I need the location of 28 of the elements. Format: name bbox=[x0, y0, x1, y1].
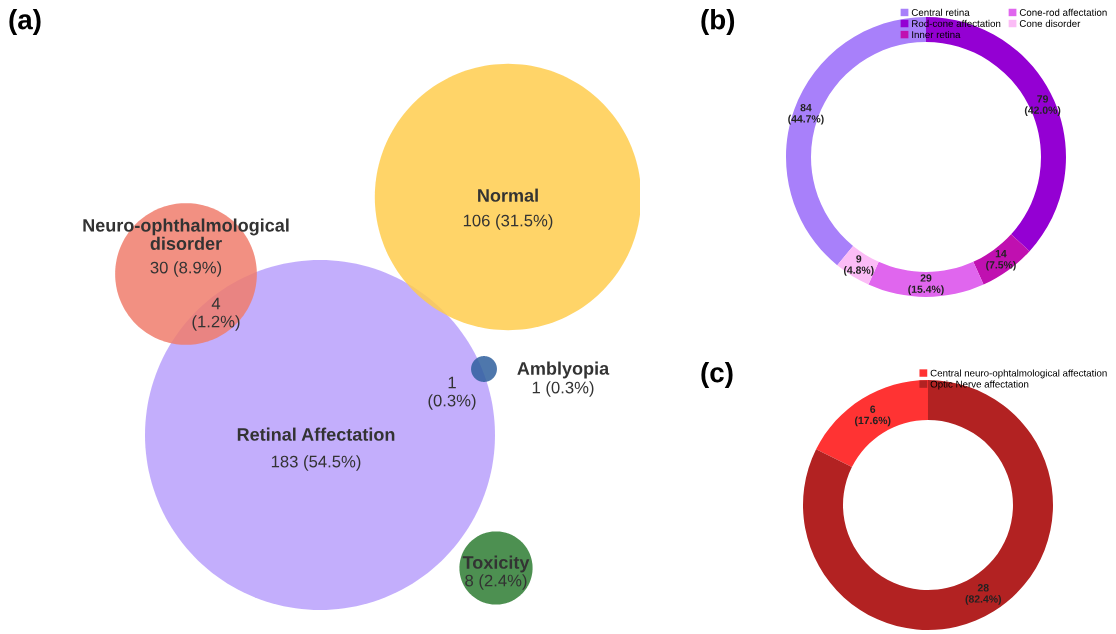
data-label: 183 (54.5%) bbox=[271, 455, 361, 471]
donut-slice bbox=[803, 380, 1053, 630]
data-label: 8 (2.4%) bbox=[465, 574, 527, 590]
data-label: 30 (8.9%) bbox=[150, 261, 222, 277]
data-label: 14 (7.5%) bbox=[986, 250, 1016, 271]
category-label: Amblyopia bbox=[517, 361, 610, 379]
data-label: 106 (31.5%) bbox=[463, 214, 553, 230]
text: 1 (0.3%) bbox=[428, 376, 476, 410]
text: 4 (1.2%) bbox=[192, 297, 240, 331]
legend-label: Central neuro-ophtalmological affectation bbox=[930, 369, 1107, 379]
donut-slice bbox=[973, 234, 1030, 285]
data-label: 29 (15.4%) bbox=[908, 274, 944, 295]
data-label: 6 (17.6%) bbox=[855, 405, 891, 427]
legend-label: Cone disorder bbox=[1019, 19, 1081, 27]
category-label: Toxicity bbox=[462, 555, 530, 573]
chart-title: (b) bbox=[701, 9, 735, 35]
legend-label: Central retina bbox=[911, 8, 970, 16]
legend-label: Optic Nerve affectation bbox=[930, 380, 1029, 390]
text: (a) bbox=[9, 9, 41, 35]
donut-slice bbox=[816, 380, 928, 468]
category-label: Normal bbox=[478, 188, 538, 202]
chart-title: (c) bbox=[701, 362, 733, 388]
data-label: 9 (4.8%) bbox=[843, 255, 874, 276]
legend-label: Cone-rod affectation bbox=[1019, 8, 1107, 16]
legend-label: Inner retina bbox=[912, 30, 961, 39]
data-label: 1 (0.3%) bbox=[532, 381, 594, 397]
data-label: 28 (82.4%) bbox=[965, 584, 1001, 605]
category-label: Retinal Affectation bbox=[237, 427, 395, 441]
